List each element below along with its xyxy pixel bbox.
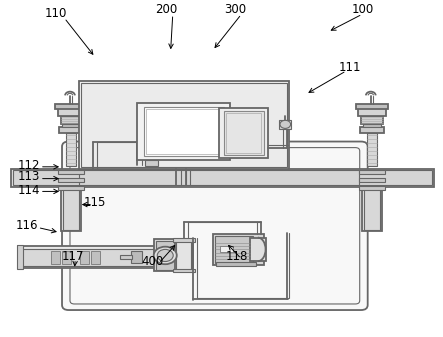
Bar [80, 251, 89, 264]
Bar [62, 124, 81, 127]
FancyBboxPatch shape [62, 142, 368, 310]
Bar [62, 251, 71, 264]
Bar [91, 251, 100, 264]
Bar [51, 251, 60, 264]
Text: 300: 300 [224, 3, 246, 16]
Text: 112: 112 [18, 159, 40, 172]
Text: 400: 400 [142, 255, 164, 268]
Bar [361, 116, 383, 124]
Bar [219, 108, 268, 158]
Bar [120, 255, 132, 259]
Bar [18, 246, 164, 268]
Bar [58, 108, 85, 116]
Bar [11, 168, 434, 187]
Bar [17, 245, 23, 269]
Bar [58, 170, 84, 174]
Bar [220, 246, 233, 252]
Bar [359, 170, 385, 174]
Text: 200: 200 [155, 3, 177, 16]
Bar [61, 116, 82, 124]
Text: 110: 110 [44, 7, 66, 20]
Bar [19, 249, 163, 266]
Text: 118: 118 [226, 250, 248, 263]
Bar [226, 113, 261, 153]
Bar [176, 241, 191, 270]
Bar [61, 186, 81, 231]
Bar [137, 103, 230, 160]
Bar [81, 83, 287, 167]
Bar [145, 160, 158, 166]
Text: 114: 114 [18, 184, 40, 197]
Bar [359, 186, 385, 190]
Bar [55, 104, 87, 109]
Bar [13, 170, 432, 185]
Text: 113: 113 [18, 171, 40, 183]
Bar [364, 187, 380, 230]
Bar [131, 251, 142, 263]
Text: 115: 115 [84, 196, 106, 209]
Bar [367, 133, 377, 166]
Bar [363, 124, 381, 127]
Bar [144, 107, 224, 156]
Circle shape [157, 249, 173, 262]
Text: 111: 111 [339, 61, 361, 74]
Bar [215, 236, 253, 263]
Bar [213, 234, 264, 265]
Text: 116: 116 [16, 219, 38, 232]
Bar [359, 178, 385, 182]
Circle shape [154, 247, 177, 264]
Bar [173, 238, 195, 242]
Bar [250, 238, 266, 261]
Bar [66, 133, 76, 166]
Bar [358, 108, 386, 116]
Bar [224, 111, 264, 155]
Bar [154, 239, 176, 271]
Bar [216, 262, 256, 266]
Bar [362, 186, 382, 231]
Bar [58, 186, 84, 190]
Bar [156, 241, 175, 270]
Bar [79, 81, 289, 168]
Bar [279, 120, 291, 129]
Bar [356, 104, 388, 109]
Bar [146, 109, 222, 154]
Circle shape [280, 120, 291, 128]
Bar [360, 127, 384, 133]
Bar [175, 239, 193, 271]
Bar [173, 269, 195, 272]
Bar [63, 187, 79, 230]
Text: 100: 100 [352, 3, 374, 16]
Bar [58, 178, 84, 182]
Text: 117: 117 [62, 250, 84, 263]
Bar [59, 127, 83, 133]
